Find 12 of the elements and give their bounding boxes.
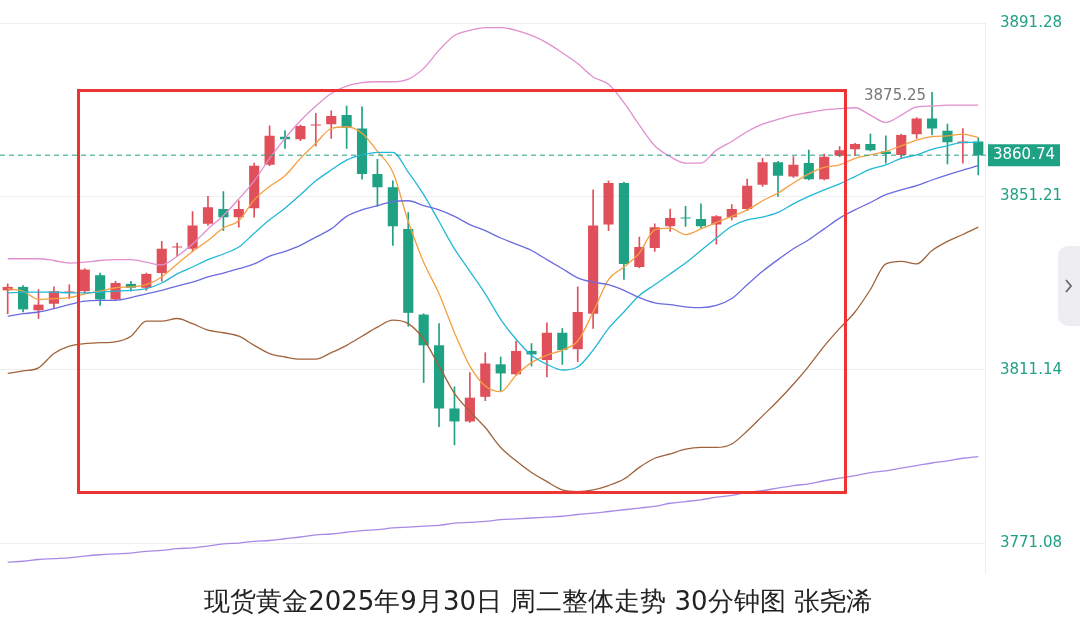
candlestick — [310, 113, 321, 147]
line-series — [7, 27, 979, 266]
y-tick-label: 3811.14 — [999, 359, 1062, 378]
ref-line-label: 3860.74 — [992, 145, 1055, 164]
line-series — [7, 226, 979, 493]
candlestick — [172, 242, 183, 257]
y-tick-label: 3891.28 — [999, 12, 1062, 31]
y-tick-label: 3771.08 — [999, 533, 1062, 552]
y-tick-label: 3851.21 — [999, 186, 1062, 205]
text: 现货黄金2025年9月30日 周二整体走势 30分钟图 张尧浠 — [204, 586, 872, 617]
line-series — [7, 455, 979, 563]
annotation: 3875.25 — [864, 86, 927, 105]
